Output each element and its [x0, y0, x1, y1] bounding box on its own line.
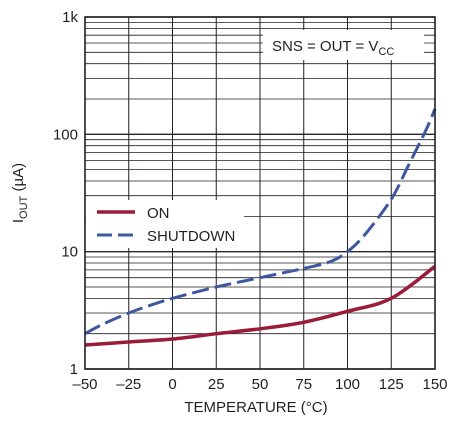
x-tick-label: –50 [72, 376, 97, 393]
x-tick-label: 25 [208, 376, 225, 393]
series-line-on [84, 264, 437, 347]
legend-box [86, 200, 244, 248]
y-tick-label: 10 [61, 244, 78, 261]
x-tick-label: 150 [422, 376, 447, 393]
y-tick-label: 1 [70, 361, 78, 378]
series-layer [84, 108, 437, 347]
x-tick-labels: –50 –25 0 25 50 75 100 125 150 [72, 376, 447, 393]
x-tick-label: 125 [379, 376, 404, 393]
legend-label-shutdown: SHUTDOWN [147, 228, 235, 245]
y-tick-label: 100 [53, 126, 78, 143]
x-tick-label: 100 [335, 376, 360, 393]
series-line-shutdown [84, 108, 437, 336]
x-tick-label: 75 [295, 376, 312, 393]
condition-annotation: SNS = OUT = VCC [272, 38, 394, 58]
y-axis-label: IOUT (µA) [10, 163, 30, 223]
legend-label-on: ON [147, 205, 170, 222]
y-tick-labels: 1 10 100 1k [53, 9, 79, 378]
x-tick-label: 50 [252, 376, 269, 393]
x-tick-label: 0 [168, 376, 176, 393]
grid [84, 16, 436, 370]
x-axis-label: TEMPERATURE (°C) [184, 399, 327, 416]
condition-box [263, 30, 424, 60]
x-tick-label: –25 [116, 376, 141, 393]
y-tick-label: 1k [62, 9, 78, 26]
plot-frame [84, 16, 436, 370]
